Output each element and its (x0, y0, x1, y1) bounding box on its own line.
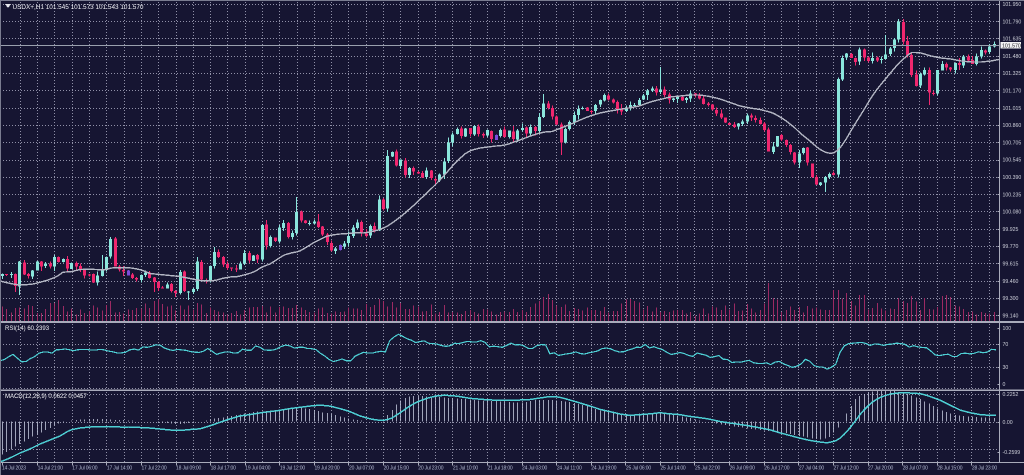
svg-text:RSI(14) 60.2393: RSI(14) 60.2393 (5, 326, 50, 332)
svg-text:24 Jul 11:00: 24 Jul 11:00 (557, 466, 582, 472)
svg-text:25 Jul 14:00: 25 Jul 14:00 (660, 466, 685, 472)
svg-text:14 Jul 2023: 14 Jul 2023 (2, 466, 26, 472)
svg-text:100.860: 100.860 (1003, 123, 1022, 129)
svg-text:27 Jul 20:00: 27 Jul 20:00 (868, 466, 893, 472)
svg-text:101.635: 101.635 (1003, 37, 1022, 43)
svg-text:0: 0 (1003, 382, 1006, 388)
svg-text:100.545: 100.545 (1003, 158, 1022, 164)
svg-text:101.950: 101.950 (1003, 2, 1022, 8)
svg-text:99.615: 99.615 (1003, 262, 1019, 268)
svg-text:19 Jul 20:00: 19 Jul 20:00 (314, 466, 339, 472)
svg-text:0.00: 0.00 (1003, 420, 1013, 426)
svg-text:28 Jul 23:00: 28 Jul 23:00 (972, 466, 997, 472)
svg-text:25 Jul 22:00: 25 Jul 22:00 (695, 466, 720, 472)
svg-text:101.170: 101.170 (1003, 89, 1022, 95)
svg-text:19 Jul 04:00: 19 Jul 04:00 (245, 466, 270, 472)
svg-text:28 Jul 15:00: 28 Jul 15:00 (937, 466, 962, 472)
svg-text:26 Jul 17:00: 26 Jul 17:00 (764, 466, 789, 472)
svg-text:101.325: 101.325 (1003, 71, 1022, 77)
svg-text:99.770: 99.770 (1003, 244, 1019, 250)
svg-text:28 Jul 07:00: 28 Jul 07:00 (903, 466, 928, 472)
svg-text:24 Jul 19:00: 24 Jul 19:00 (591, 466, 616, 472)
svg-text:100.390: 100.390 (1003, 175, 1022, 181)
svg-text:21 Jul 10:00: 21 Jul 10:00 (453, 466, 478, 472)
svg-text:27 Jul 04:00: 27 Jul 04:00 (799, 466, 824, 472)
svg-text:20 Jul 15:00: 20 Jul 15:00 (384, 466, 409, 472)
svg-text:101.790: 101.790 (1003, 19, 1022, 25)
svg-text:99.460: 99.460 (1003, 279, 1019, 285)
svg-text:26 Jul 09:00: 26 Jul 09:00 (730, 466, 755, 472)
svg-text:24 Jul 03:00: 24 Jul 03:00 (522, 466, 547, 472)
svg-text:20 Jul 07:00: 20 Jul 07:00 (349, 466, 374, 472)
svg-text:17 Jul 22:00: 17 Jul 22:00 (141, 466, 166, 472)
svg-text:0.2252: 0.2252 (1003, 392, 1019, 398)
svg-text:101.570: 101.570 (1002, 43, 1021, 49)
svg-text:70: 70 (1003, 342, 1009, 348)
svg-text:100.705: 100.705 (1003, 140, 1022, 146)
svg-text:USDX+,H1 101.545 101.573 101.5: USDX+,H1 101.545 101.573 101.543 101.570 (13, 4, 144, 11)
svg-text:MACD(12,26,9) 0.0622 0.0457: MACD(12,26,9) 0.0622 0.0457 (5, 394, 87, 400)
svg-text:99.300: 99.300 (1003, 296, 1019, 302)
svg-text:19 Jul 12:00: 19 Jul 12:00 (280, 466, 305, 472)
svg-text:25 Jul 06:00: 25 Jul 06:00 (626, 466, 651, 472)
svg-text:100.080: 100.080 (1003, 210, 1022, 216)
svg-text:100.235: 100.235 (1003, 192, 1022, 198)
svg-text:21 Jul 18:00: 21 Jul 18:00 (487, 466, 512, 472)
svg-text:17 Jul 06:00: 17 Jul 06:00 (72, 466, 97, 472)
svg-text:99.925: 99.925 (1003, 227, 1019, 233)
svg-text:18 Jul 09:00: 18 Jul 09:00 (176, 466, 201, 472)
svg-text:101.015: 101.015 (1003, 106, 1022, 112)
svg-text:30: 30 (1003, 365, 1009, 371)
svg-text:-0.2599: -0.2599 (1003, 450, 1021, 456)
svg-text:99.140: 99.140 (1003, 313, 1019, 319)
svg-text:20 Jul 23:00: 20 Jul 23:00 (418, 466, 443, 472)
svg-text:101.480: 101.480 (1003, 54, 1022, 60)
svg-text:100: 100 (1003, 326, 1012, 332)
svg-text:17 Jul 14:00: 17 Jul 14:00 (107, 466, 132, 472)
svg-text:14 Jul 21:00: 14 Jul 21:00 (38, 466, 63, 472)
svg-text:27 Jul 12:00: 27 Jul 12:00 (833, 466, 858, 472)
svg-text:18 Jul 17:00: 18 Jul 17:00 (211, 466, 236, 472)
